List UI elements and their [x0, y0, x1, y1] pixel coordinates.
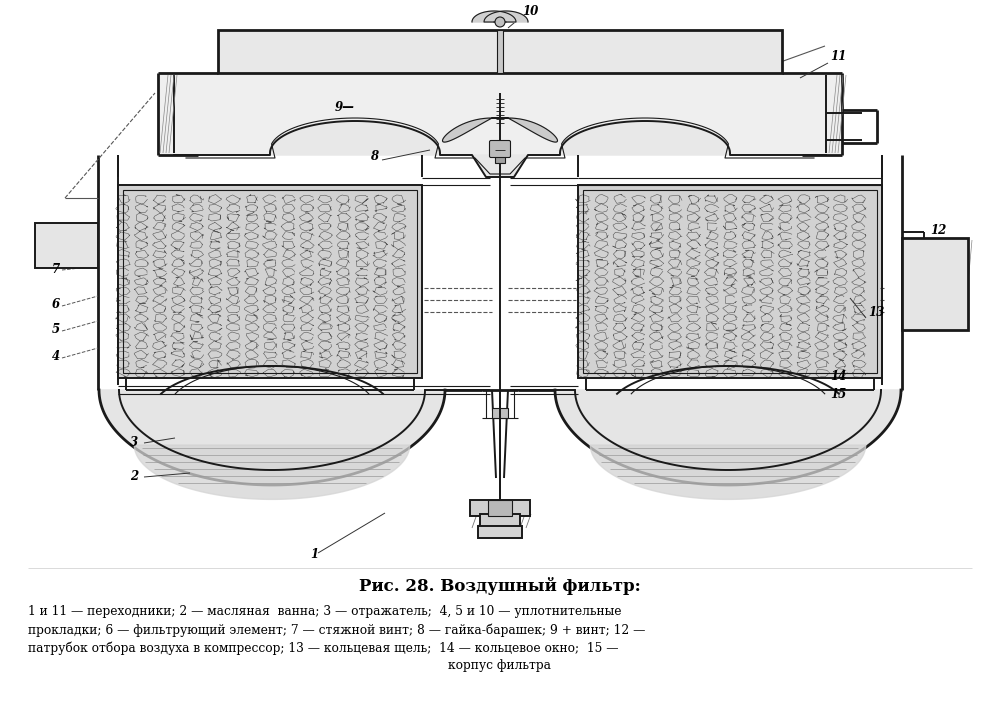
- Bar: [480, 514, 520, 528]
- FancyBboxPatch shape: [490, 141, 511, 157]
- Polygon shape: [484, 11, 528, 22]
- Bar: [35, 223, 98, 268]
- Text: 1 и 11 — переходники; 2 — масляная  ванна; 3 — отражатель;  4, 5 и 10 — уплотнит: 1 и 11 — переходники; 2 — масляная ванна…: [28, 606, 622, 619]
- Text: 6: 6: [52, 298, 60, 311]
- Text: 13: 13: [868, 306, 884, 319]
- Text: 15: 15: [830, 388, 846, 401]
- Text: прокладки; 6 — фильтрующий элемент; 7 — стяжной винт; 8 — гайка-барашек; 9 + вин: прокладки; 6 — фильтрующий элемент; 7 — …: [28, 623, 645, 637]
- Text: 3: 3: [130, 436, 138, 449]
- Bar: [218, 30, 782, 73]
- Bar: [158, 73, 842, 155]
- Text: 5: 5: [52, 323, 60, 336]
- Polygon shape: [555, 390, 901, 485]
- Text: 7: 7: [52, 263, 60, 276]
- Polygon shape: [472, 11, 516, 22]
- Text: 1: 1: [310, 548, 318, 561]
- Bar: [123, 190, 417, 373]
- Text: 14: 14: [830, 370, 846, 383]
- Text: 12: 12: [930, 224, 946, 237]
- Bar: [578, 185, 882, 378]
- Text: корпус фильтра: корпус фильтра: [448, 660, 552, 673]
- Bar: [578, 185, 882, 378]
- Text: 8: 8: [370, 150, 378, 163]
- Polygon shape: [99, 390, 445, 485]
- Text: Рис. 28. Воздушный фильтр:: Рис. 28. Воздушный фильтр:: [359, 577, 641, 595]
- Polygon shape: [134, 445, 410, 499]
- Bar: [497, 30, 503, 73]
- Text: патрубок отбора воздуха в компрессор; 13 — кольцевая щель;  14 — кольцевое окно;: патрубок отбора воздуха в компрессор; 13…: [28, 641, 618, 654]
- Text: 4: 4: [52, 350, 60, 363]
- Polygon shape: [174, 121, 826, 177]
- Bar: [470, 500, 530, 516]
- Bar: [488, 500, 512, 516]
- Bar: [492, 408, 508, 418]
- Bar: [583, 190, 877, 373]
- Text: 11: 11: [830, 50, 846, 63]
- Bar: [118, 185, 422, 378]
- Bar: [68, 236, 76, 244]
- Text: 10: 10: [522, 5, 538, 18]
- Text: 9—: 9—: [335, 101, 355, 114]
- Bar: [118, 185, 422, 378]
- Polygon shape: [500, 118, 557, 142]
- Bar: [478, 526, 522, 538]
- Circle shape: [495, 17, 505, 27]
- Bar: [902, 238, 968, 330]
- Bar: [495, 155, 505, 163]
- Polygon shape: [443, 118, 500, 142]
- Polygon shape: [590, 445, 866, 499]
- Text: 2: 2: [130, 470, 138, 483]
